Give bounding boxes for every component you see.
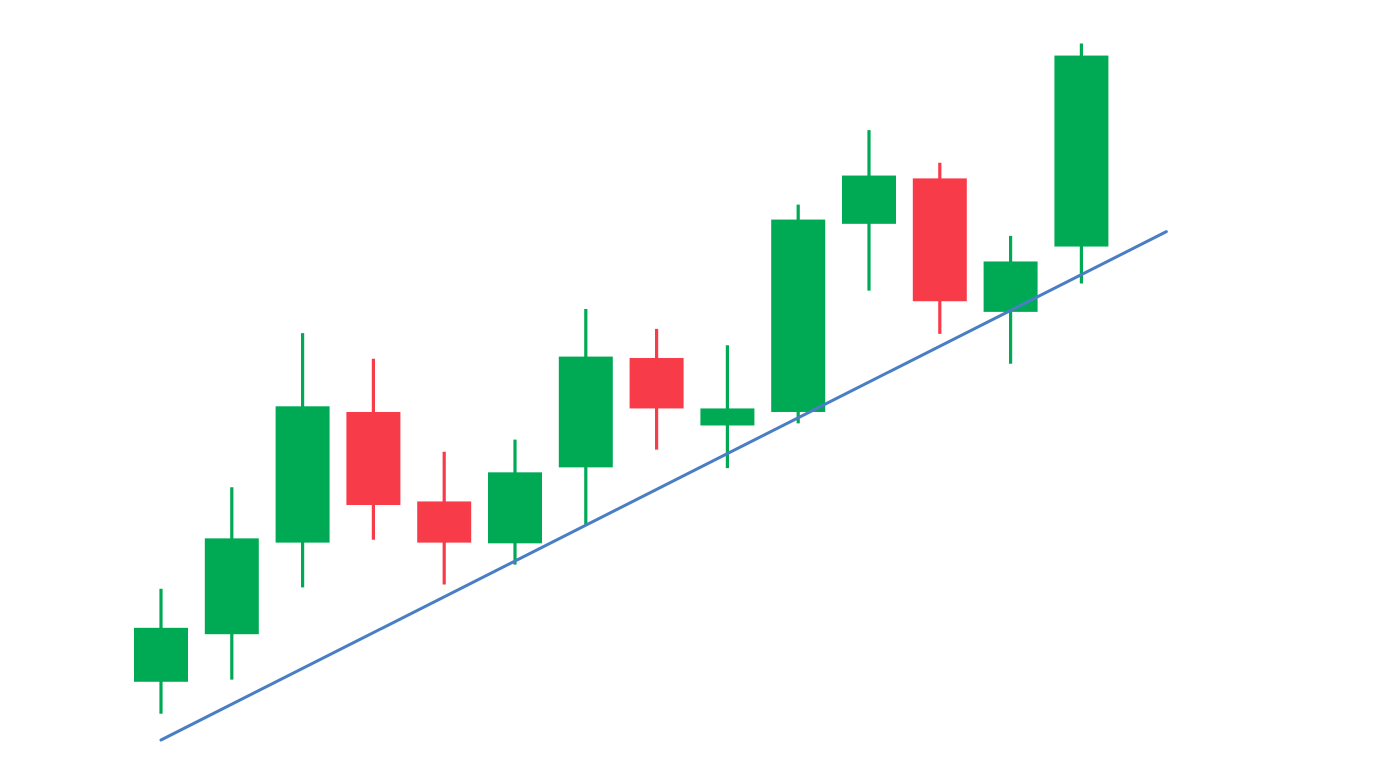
candle-body bbox=[134, 627, 188, 682]
candle-body bbox=[700, 408, 755, 426]
candle-body bbox=[488, 472, 542, 544]
candles-layer bbox=[134, 43, 1109, 714]
candle-body bbox=[275, 406, 330, 543]
candle-13 bbox=[983, 235, 1038, 364]
candle-body bbox=[417, 501, 472, 543]
candle-1 bbox=[134, 588, 188, 714]
candle-body bbox=[1054, 55, 1109, 247]
candle-6 bbox=[488, 439, 542, 565]
candle-5 bbox=[417, 451, 472, 585]
candle-body bbox=[842, 175, 896, 224]
candle-4 bbox=[346, 358, 401, 540]
candle-8 bbox=[629, 328, 684, 450]
candle-body bbox=[346, 411, 401, 505]
trendline-layer bbox=[159, 230, 1168, 742]
candle-body bbox=[912, 178, 967, 302]
candle-body bbox=[983, 261, 1038, 312]
candle-10 bbox=[771, 204, 826, 424]
candle-3 bbox=[275, 333, 330, 588]
candle-body bbox=[558, 356, 613, 468]
candle-14 bbox=[1054, 43, 1109, 284]
candle-12 bbox=[912, 162, 967, 334]
candle-7 bbox=[558, 309, 613, 526]
candle-9 bbox=[700, 345, 755, 469]
candle-body bbox=[204, 538, 259, 635]
candle-body bbox=[629, 358, 684, 409]
candle-body bbox=[771, 219, 826, 412]
candle-11 bbox=[842, 130, 896, 291]
candle-2 bbox=[204, 487, 259, 680]
support-trendline bbox=[159, 230, 1168, 742]
